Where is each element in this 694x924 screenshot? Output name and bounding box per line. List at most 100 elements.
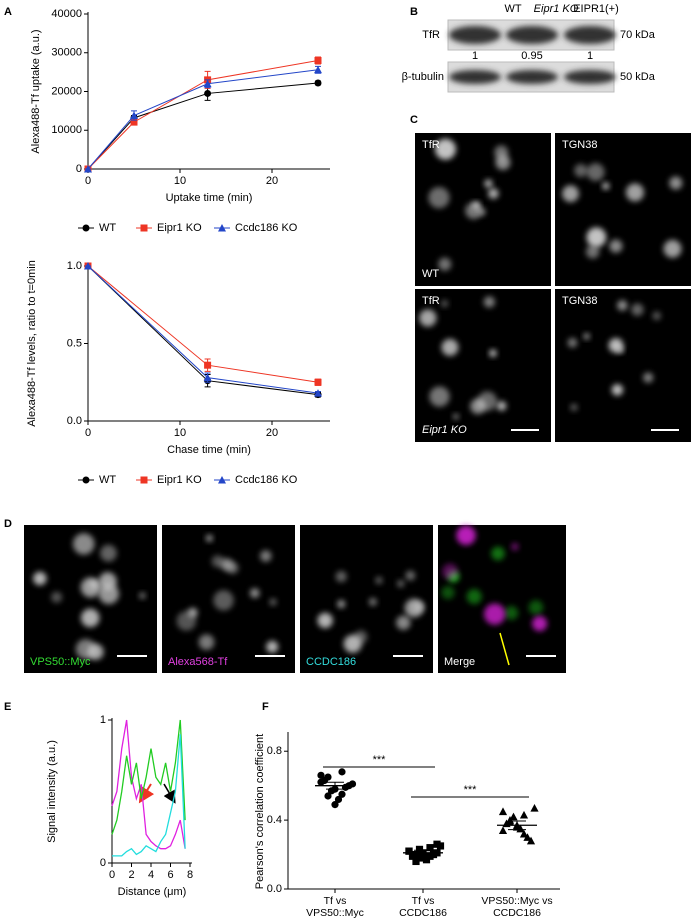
y-axis-title: Alexa488-Tf uptake (a.u.) [30, 29, 42, 153]
panel-label: D [4, 518, 12, 530]
signal [80, 577, 101, 598]
signal [663, 239, 682, 258]
x-tick-label: 20 [266, 427, 278, 439]
marker [505, 817, 515, 826]
signal [213, 590, 234, 611]
significance-label: *** [373, 754, 387, 766]
x-tick-label: Tf vs CCDC186 [399, 895, 447, 919]
x-tick-label: 0 [85, 175, 91, 187]
signal [466, 589, 482, 605]
signal [532, 616, 548, 632]
signal [489, 349, 497, 357]
signal [625, 183, 645, 202]
y-axis-title: Alexa488-Tf levels, ratio to t=0min [26, 260, 38, 427]
marker [341, 783, 350, 791]
marker [523, 833, 532, 841]
x-axis-title: Uptake time (min) [166, 192, 253, 204]
y-tick-label: 30000 [51, 47, 82, 59]
legend-marker [218, 476, 226, 484]
series-line [87, 265, 319, 396]
y-tick-label: 0.8 [267, 745, 282, 757]
legend-label: Ccdc186 KO [235, 222, 298, 234]
signal [491, 546, 505, 561]
marker [338, 768, 346, 776]
signal [269, 598, 277, 606]
series-line [87, 69, 319, 170]
marker [84, 262, 92, 270]
marker [324, 792, 332, 800]
genotype-label: WT [422, 268, 439, 280]
signal [72, 533, 95, 555]
signal [456, 525, 476, 546]
channel-label: Merge [444, 656, 475, 668]
signal [442, 563, 459, 580]
signal [205, 534, 213, 542]
signal [570, 403, 578, 412]
micrograph [300, 525, 433, 673]
blot-band [506, 26, 558, 44]
blot-band [449, 70, 501, 84]
signal [438, 257, 452, 271]
error-bar [326, 781, 344, 790]
y-tick-label: 0.5 [67, 337, 82, 349]
panel-label: A [4, 6, 12, 18]
marker [314, 79, 322, 87]
legend-label: WT [99, 222, 116, 234]
signal [669, 176, 683, 190]
legend-label: Eipr1 KO [157, 222, 202, 234]
marker [314, 378, 322, 386]
blot-band [506, 70, 558, 84]
x-tick-label: 8 [187, 869, 193, 881]
panel-label: E [4, 701, 11, 713]
x-tick-label: 10 [174, 427, 186, 439]
y-tick-label: 20000 [51, 85, 82, 97]
signal [583, 333, 590, 340]
x-axis-title: Chase time (min) [167, 444, 251, 456]
micrograph [555, 133, 691, 286]
y-tick-label: 0.0 [267, 883, 282, 895]
legend-marker [140, 224, 148, 232]
marker [331, 801, 339, 809]
y-tick-label: 0 [100, 857, 106, 869]
signal [405, 570, 416, 581]
row-label: β-tubulin [402, 71, 444, 83]
x-tick-label: Tf vs VPS50::Myc [306, 895, 364, 919]
channel-label: TfR [422, 295, 440, 307]
signal [211, 555, 224, 568]
y-tick-label: 1 [100, 714, 106, 726]
series-line [87, 265, 319, 383]
signal [396, 615, 411, 630]
signal [488, 188, 499, 199]
signal [652, 311, 662, 321]
signal [511, 543, 519, 551]
signal [504, 606, 519, 620]
signal [441, 338, 459, 356]
profile-line [499, 632, 510, 666]
signal [617, 300, 628, 311]
signal [586, 163, 605, 182]
panel-label: F [262, 701, 269, 713]
signal [609, 239, 623, 253]
channel-label: TGN38 [562, 295, 597, 307]
signal [51, 591, 63, 603]
series-line [87, 265, 319, 394]
panel-label: B [410, 6, 418, 18]
marker [519, 810, 529, 819]
arrow [163, 783, 176, 804]
signal [419, 309, 437, 327]
marker [412, 857, 420, 866]
series-line [111, 719, 186, 850]
signal [496, 401, 507, 411]
error-bar [414, 849, 432, 856]
marker [203, 373, 212, 382]
micrograph [415, 289, 551, 442]
marker [314, 389, 322, 397]
micrograph [555, 289, 691, 442]
channel-label: CCDC186 [306, 656, 356, 668]
series-line [87, 82, 319, 170]
signal [375, 576, 383, 585]
signal [440, 299, 449, 308]
signal [176, 611, 197, 631]
signal [317, 612, 333, 629]
